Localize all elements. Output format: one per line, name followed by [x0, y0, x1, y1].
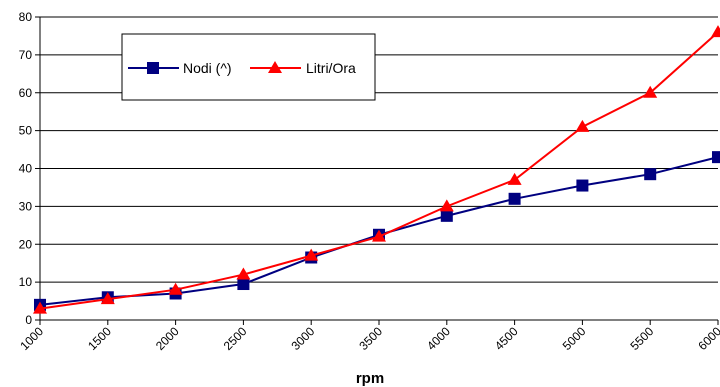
series-1: [34, 151, 720, 311]
legend: Nodi (^) Litri/Ora: [121, 33, 376, 101]
y-tick-label: 70: [19, 48, 33, 62]
data-point: [711, 25, 720, 38]
y-tick-labels: 0 10 20 30 40 50 60 70 80: [19, 10, 33, 327]
data-point: [508, 192, 521, 205]
data-point: [237, 278, 250, 291]
data-point: [304, 248, 319, 261]
legend-entry: Litri/Ora: [250, 60, 356, 76]
data-point: [100, 292, 115, 305]
data-point: [575, 119, 590, 132]
x-tick-label: 4000: [424, 324, 453, 353]
x-tick-label: 2500: [221, 324, 250, 353]
x-tick-label: 4500: [492, 324, 521, 353]
x-tick-label: 5500: [628, 324, 657, 353]
legend-label: Nodi (^): [183, 60, 232, 76]
x-axis-title: rpm: [356, 370, 384, 387]
data-point: [576, 179, 589, 192]
y-tick-label: 20: [19, 237, 33, 251]
data-point: [33, 301, 47, 314]
data-point: [147, 62, 159, 74]
data-point: [372, 229, 386, 242]
legend-label: Litri/Ora: [306, 60, 356, 76]
series-layer: [33, 25, 720, 314]
y-tick-label: 40: [19, 162, 33, 176]
x-tick-labels: 1000 1500 2000 2500 3000 3500 4000 4500 5000 5500…: [17, 324, 720, 353]
data-point: [268, 61, 282, 73]
data-point: [440, 209, 453, 222]
x-tick-label: 1500: [85, 324, 114, 353]
x-tick-label: 5000: [560, 324, 589, 353]
y-tick-label: 80: [19, 10, 33, 24]
y-tick-label: 60: [19, 86, 33, 100]
data-point: [712, 151, 720, 164]
data-point: [236, 267, 251, 280]
data-point: [168, 282, 183, 295]
data-point: [643, 85, 658, 98]
x-tick-label: 6000: [695, 324, 720, 353]
y-tick-label: 10: [19, 275, 33, 289]
x-tick-label: 3000: [289, 324, 318, 353]
data-point: [644, 168, 657, 181]
x-tick-label: 2000: [153, 324, 182, 353]
x-tick-label: 3500: [356, 324, 385, 353]
series-2: [33, 25, 720, 314]
y-tick-label: 50: [19, 124, 33, 138]
x-tick-label: 1000: [17, 324, 46, 353]
data-point: [439, 199, 454, 212]
data-point: [507, 172, 522, 185]
y-tick-label: 30: [19, 199, 33, 213]
legend-entry: Nodi (^): [128, 60, 232, 76]
y-tick-label: 0: [25, 313, 32, 327]
axes: [35, 16, 719, 325]
